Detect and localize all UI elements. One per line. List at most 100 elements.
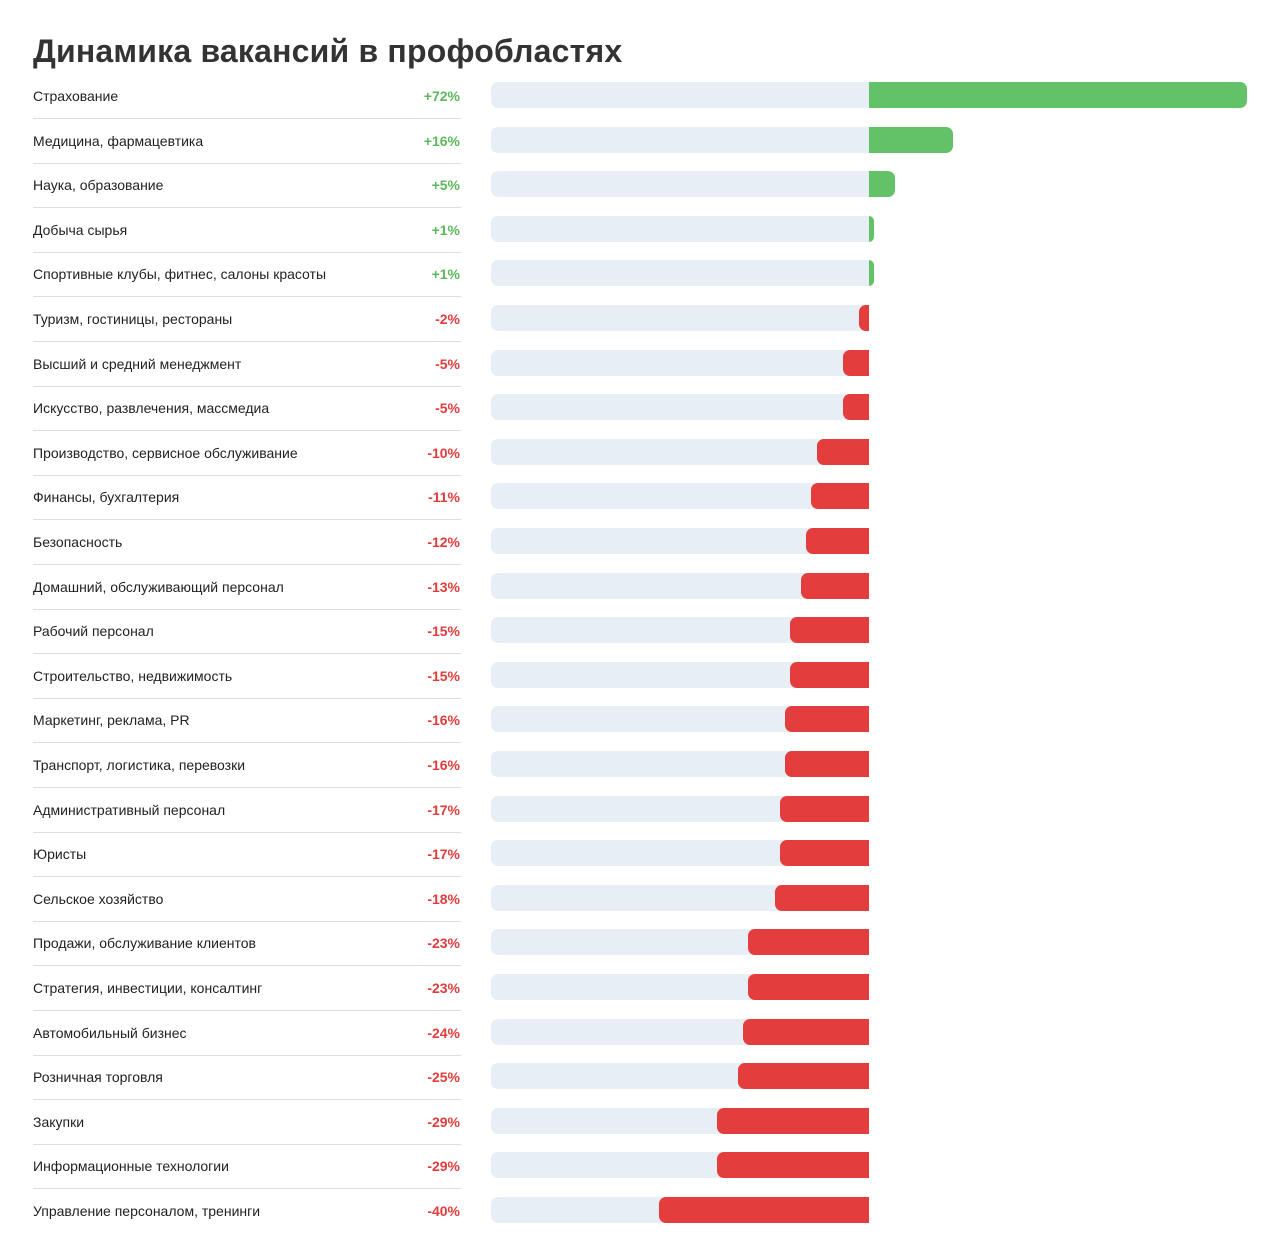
chart-row: Маркетинг, реклама, PR -16% <box>0 698 1280 744</box>
row-divider <box>33 697 461 699</box>
bar <box>716 1107 869 1134</box>
value-label: +1% <box>431 221 460 238</box>
bar <box>737 1063 869 1090</box>
row-divider <box>33 608 461 610</box>
category-label: Административный персонал <box>33 801 226 818</box>
bar-track <box>491 126 869 153</box>
category-label: Строительство, недвижимость <box>33 667 233 684</box>
bar-track <box>491 483 869 510</box>
value-label: -18% <box>427 890 460 907</box>
value-label: -29% <box>427 1113 460 1130</box>
bar-track <box>491 394 869 421</box>
category-label: Маркетинг, реклама, PR <box>33 712 190 729</box>
value-label: +16% <box>423 132 460 149</box>
value-label: -16% <box>427 712 460 729</box>
chart-row: Домашний, обслуживающий персонал -13% <box>0 565 1280 610</box>
category-label: Розничная торговля <box>33 1069 163 1086</box>
value-label: -17% <box>427 801 460 818</box>
value-label: -40% <box>427 1203 460 1219</box>
category-label: Домашний, обслуживающий персонал <box>33 578 284 595</box>
bar <box>774 884 869 911</box>
value-label: -5% <box>435 400 460 417</box>
bar <box>743 1018 869 1045</box>
category-label: Автомобильный бизнес <box>33 1024 187 1041</box>
value-label: -23% <box>427 935 460 952</box>
chart-row: Административный персонал -17% <box>0 788 1280 833</box>
bar <box>869 171 896 198</box>
bar <box>869 126 953 153</box>
bar <box>816 438 869 465</box>
row-divider <box>33 296 461 298</box>
chart-title: Динамика вакансий в профобластях <box>33 33 623 69</box>
category-label: Информационные технологии <box>33 1158 229 1175</box>
chart-row: Финансы, бухгалтерия -11% <box>0 475 1280 521</box>
category-label: Высший и средний менеджмент <box>33 355 242 372</box>
category-label: Медицина, фармацевтика <box>33 132 204 149</box>
category-label: Спортивные клубы, фитнес, салоны красоты <box>33 266 327 283</box>
chart-row: Высший и средний менеджмент -5% <box>0 342 1280 387</box>
category-label: Продажи, обслуживание клиентов <box>33 935 256 952</box>
row-divider <box>33 207 461 209</box>
bar-track <box>491 305 869 331</box>
row-divider <box>33 653 461 655</box>
bar-track <box>491 215 869 242</box>
value-label: +72% <box>423 88 460 104</box>
row-divider <box>33 1099 461 1101</box>
category-label: Стратегия, инвестиции, консалтинг <box>33 980 263 996</box>
chart-row: Розничная торговля -25% <box>0 1055 1280 1101</box>
bar <box>842 394 869 421</box>
row-divider <box>33 1188 461 1190</box>
bar <box>748 929 869 956</box>
chart-row: Туризм, гостиницы, рестораны -2% <box>0 297 1280 342</box>
chart-row: Производство, сервисное обслуживание -10% <box>0 431 1280 476</box>
value-label: -25% <box>427 1069 460 1086</box>
value-label: -11% <box>428 489 460 506</box>
chart-row: Управление персоналом, тренинги -40% <box>0 1189 1280 1233</box>
row-divider <box>33 118 461 119</box>
value-label: -29% <box>427 1158 460 1175</box>
chart-row: Информационные технологии -29% <box>0 1144 1280 1190</box>
bar <box>869 82 1247 108</box>
row-divider <box>33 162 461 164</box>
chart-row: Искусство, развлечения, массмедиа -5% <box>0 386 1280 432</box>
value-label: -15% <box>427 623 460 640</box>
category-label: Безопасность <box>33 534 123 550</box>
bar-track <box>491 349 869 376</box>
category-label: Наука, образование <box>33 177 164 194</box>
bar <box>811 483 869 510</box>
value-label: -2% <box>435 311 460 327</box>
value-label: -10% <box>427 444 460 461</box>
chart-row: Добыча сырья +1% <box>0 208 1280 253</box>
category-label: Закупки <box>33 1113 85 1130</box>
bar <box>748 974 869 1000</box>
value-label: -13% <box>427 578 460 595</box>
chart-row: Транспорт, логистика, перевозки -16% <box>0 743 1280 788</box>
value-label: -24% <box>427 1024 460 1041</box>
row-divider <box>33 920 461 922</box>
category-label: Рабочий персонал <box>33 623 154 640</box>
bar <box>785 706 869 733</box>
category-label: Добыча сырья <box>33 221 128 238</box>
bar <box>869 260 875 287</box>
value-label: -16% <box>427 757 460 773</box>
chart-row: Рабочий персонал -15% <box>0 609 1280 655</box>
chart-row: Безопасность -12% <box>0 520 1280 565</box>
row-divider <box>33 564 461 565</box>
row-divider <box>33 341 461 342</box>
row-divider <box>33 965 461 967</box>
bar <box>779 795 869 822</box>
bar <box>858 305 869 331</box>
bar <box>659 1197 869 1223</box>
value-label: +1% <box>431 266 460 283</box>
category-label: Управление персоналом, тренинги <box>33 1203 261 1219</box>
value-label: -23% <box>427 980 460 996</box>
bar <box>779 840 869 867</box>
row-divider <box>33 251 461 253</box>
category-label: Финансы, бухгалтерия <box>33 489 180 506</box>
chart-row: Медицина, фармацевтика +16% <box>0 119 1280 164</box>
row-divider <box>33 519 461 521</box>
value-label: -12% <box>427 534 460 550</box>
row-divider <box>33 1010 461 1011</box>
value-label: -15% <box>427 667 460 684</box>
